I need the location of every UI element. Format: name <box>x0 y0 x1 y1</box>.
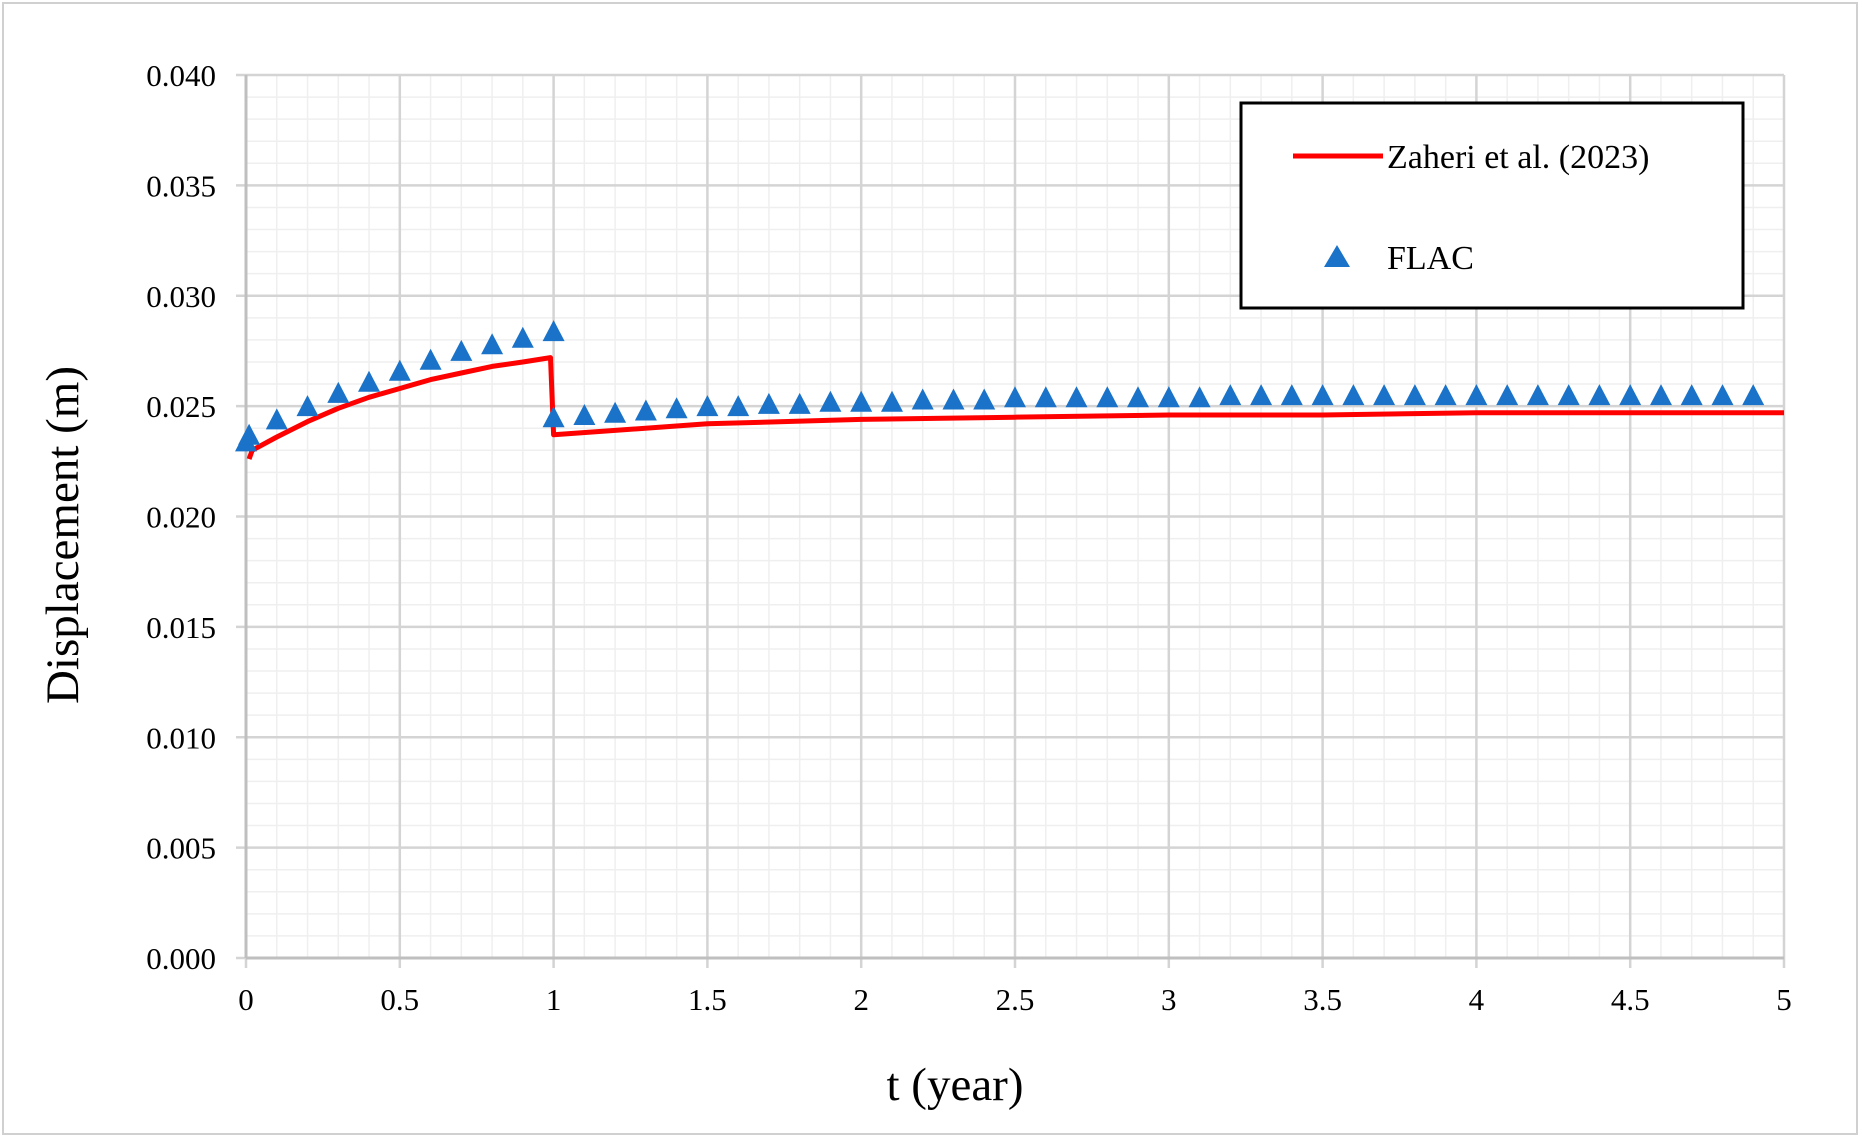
y-tick-label: 0.030 <box>146 279 216 314</box>
flac-point <box>973 388 996 410</box>
x-tick-label: 2.5 <box>996 982 1035 1017</box>
flac-point <box>450 339 473 361</box>
flac-point <box>542 320 565 342</box>
flac-point <box>358 370 380 392</box>
flac-point <box>634 399 657 421</box>
x-tick-label: 3.5 <box>1303 982 1342 1017</box>
flac-point <box>1219 384 1242 406</box>
flac-point <box>1373 384 1396 406</box>
x-tick-label: 0 <box>238 982 254 1017</box>
flac-point <box>1650 384 1672 406</box>
flac-point <box>1711 384 1734 406</box>
flac-point <box>1004 386 1026 408</box>
flac-point <box>604 401 627 423</box>
legend-triangle-swatch <box>1324 245 1350 267</box>
axes <box>244 75 1784 960</box>
x-tick-label: 1 <box>546 982 562 1017</box>
flac-point <box>1465 384 1488 406</box>
y-tick-labels: 0.000 0.005 0.010 0.015 0.020 0.025 0.030 0.035… <box>146 58 216 976</box>
x-tick-label: 4.5 <box>1611 982 1650 1017</box>
y-tick-label: 0.035 <box>146 168 216 203</box>
flac-point <box>1526 384 1549 406</box>
flac-point <box>481 333 504 355</box>
flac-point <box>881 390 903 412</box>
flac-point <box>388 359 411 381</box>
flac-point <box>1311 384 1334 406</box>
y-tick-label: 0.025 <box>146 389 216 424</box>
flac-point <box>1434 384 1457 406</box>
x-tick-label: 3 <box>1161 982 1177 1017</box>
flac-point <box>238 423 261 445</box>
y-tick-label: 0.020 <box>146 500 216 535</box>
flac-point <box>1342 384 1365 406</box>
y-tick-label: 0.040 <box>146 58 216 93</box>
y-tick-label: 0.015 <box>146 610 216 645</box>
flac-point <box>1188 386 1211 408</box>
y-tick-label: 0.010 <box>146 720 216 755</box>
flac-point <box>542 406 565 428</box>
flac-point <box>819 390 842 412</box>
flac-point <box>665 397 688 419</box>
x-tick-label: 5 <box>1776 982 1792 1017</box>
series-line-zaheri <box>246 355 1784 460</box>
flac-point <box>419 348 442 370</box>
flac-point <box>327 381 350 403</box>
x-tick-label: 4 <box>1469 982 1485 1017</box>
flac-point <box>788 392 811 414</box>
flac-point <box>1742 384 1765 406</box>
flac-point <box>727 395 750 417</box>
flac-point <box>1619 384 1642 406</box>
series-layer <box>235 320 1784 460</box>
flac-point <box>1588 384 1611 406</box>
flac-point <box>696 395 719 417</box>
legend-label-flac: FLAC <box>1387 240 1474 277</box>
flac-point <box>1557 384 1580 406</box>
legend-label-zaheri: Zaheri et al. (2023) <box>1387 139 1649 176</box>
flac-point <box>1127 386 1149 408</box>
x-axis-title: t (year) <box>887 1059 1024 1111</box>
flac-point <box>1157 386 1180 408</box>
flac-point <box>911 388 934 410</box>
flac-point <box>1680 384 1703 406</box>
x-tick-label: 2 <box>853 982 869 1017</box>
flac-point <box>942 388 965 410</box>
flac-point <box>850 390 873 412</box>
x-tick-label: 1.5 <box>688 982 727 1017</box>
flac-point <box>1280 384 1303 406</box>
flac-point <box>1065 386 1088 408</box>
flac-point <box>296 395 319 417</box>
major-gridlines <box>236 73 1786 968</box>
flac-point <box>1034 386 1057 408</box>
y-tick-label: 0.000 <box>146 941 216 976</box>
x-tick-labels: 0 0.5 1 1.5 2 2.5 3 3.5 4 4.5 5 <box>238 982 1792 1017</box>
y-axis-title: Displacement (m) <box>37 366 89 704</box>
flac-point <box>757 392 780 414</box>
legend: Zaheri et al. (2023) FLAC <box>1239 101 1745 310</box>
flac-point <box>1496 384 1519 406</box>
flac-point <box>573 404 596 425</box>
flac-point <box>1250 384 1273 406</box>
y-tick-label: 0.005 <box>146 831 216 866</box>
x-tick-label: 0.5 <box>380 982 419 1017</box>
flac-point <box>511 326 534 348</box>
flac-point <box>1096 386 1119 408</box>
flac-point <box>1403 384 1426 406</box>
flac-point <box>265 408 288 430</box>
legend-box <box>1239 101 1745 310</box>
